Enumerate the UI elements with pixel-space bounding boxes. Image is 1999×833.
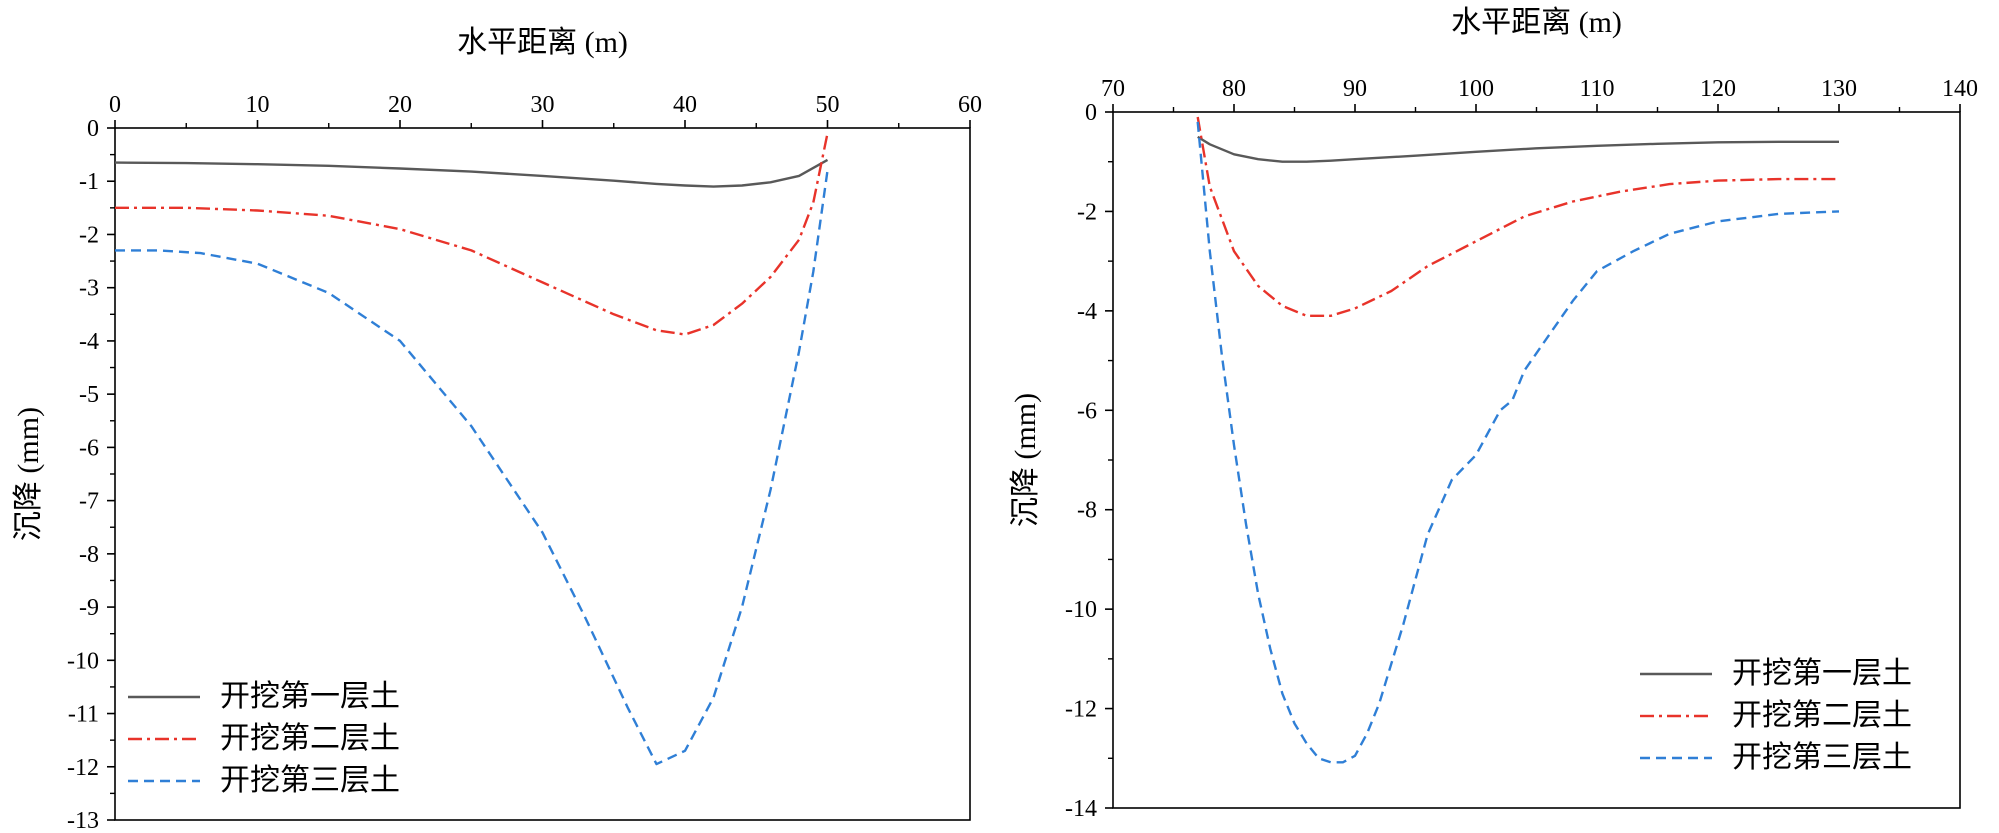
x-tick-label: 60 xyxy=(958,92,982,118)
x-tick-label: 140 xyxy=(1942,76,1978,102)
series-line-3 xyxy=(1196,121,1840,764)
series-line-1 xyxy=(1197,135,1839,163)
x-tick-label: 100 xyxy=(1458,76,1494,102)
y-tick-label: -9 xyxy=(79,595,99,621)
y-tick-label: -2 xyxy=(79,222,99,248)
plot-frame xyxy=(114,127,971,821)
x-tick-label: 80 xyxy=(1222,76,1246,102)
series-line-1 xyxy=(114,158,829,188)
x-axis-title: 水平距离 (m) xyxy=(457,26,628,59)
x-tick-label: 110 xyxy=(1579,76,1614,102)
y-tick-label: -6 xyxy=(1077,398,1097,424)
chart-left: 0 10 20 30 40 50 60 0 -1 -2 -3 -4 -5 -6 -7 -8 -9 -10 -11 -1… xyxy=(12,26,982,833)
y-tick-label: -4 xyxy=(1077,299,1097,325)
series-line-2 xyxy=(1196,116,1839,317)
y-tick-label: -5 xyxy=(79,382,99,408)
series-line-3 xyxy=(115,170,829,766)
y-tick-label: -12 xyxy=(1065,697,1097,723)
x-tick-label: 130 xyxy=(1821,76,1857,102)
y-tick-label: -10 xyxy=(67,648,99,674)
y-tick-label: 0 xyxy=(87,116,99,142)
y-tick-label: -4 xyxy=(79,329,99,355)
x-tick-label: 10 xyxy=(246,92,270,118)
x-tick-label: 20 xyxy=(388,92,412,118)
y-tick-label: -11 xyxy=(68,702,99,728)
legend-label-1: 开挖第一层土 xyxy=(1732,657,1912,690)
y-axis-title: 沉降 (mm) xyxy=(12,407,45,541)
x-tick-label: 30 xyxy=(531,92,555,118)
legend-label-2: 开挖第二层土 xyxy=(220,722,400,755)
y-tick-label: -6 xyxy=(79,435,99,461)
y-tick-label: -14 xyxy=(1065,796,1097,822)
y-tick-label: -1 xyxy=(79,169,99,195)
y-tick-label: -10 xyxy=(1065,597,1097,623)
x-tick-label: 70 xyxy=(1101,76,1125,102)
x-tick-label: 50 xyxy=(816,92,840,118)
y-tick-label: -13 xyxy=(67,808,99,833)
y-tick-label: -3 xyxy=(79,276,99,302)
x-tick-label: 120 xyxy=(1700,76,1736,102)
x-tick-label: 90 xyxy=(1343,76,1367,102)
legend-label-1: 开挖第一层土 xyxy=(220,680,400,713)
y-tick-label: -7 xyxy=(79,489,99,515)
y-tick-label: -2 xyxy=(1077,199,1097,225)
y-axis-title: 沉降 (mm) xyxy=(1009,393,1042,527)
legend-label-2: 开挖第二层土 xyxy=(1732,699,1912,732)
y-tick-label: -12 xyxy=(67,755,99,781)
x-tick-label: 40 xyxy=(673,92,697,118)
y-tick-label: 0 xyxy=(1085,100,1097,126)
y-tick-label: -8 xyxy=(79,542,99,568)
legend-label-3: 开挖第三层土 xyxy=(220,764,400,797)
y-tick-label: -8 xyxy=(1077,498,1097,524)
legend-label-3: 开挖第三层土 xyxy=(1732,741,1912,774)
chart-right: 70 80 90 100 110 120 130 140 0 -2 -4 -6 -8 -10 -12 -14 水… xyxy=(1009,6,1978,822)
x-tick-label: 0 xyxy=(109,92,121,118)
x-axis-title: 水平距离 (m) xyxy=(1451,6,1622,39)
